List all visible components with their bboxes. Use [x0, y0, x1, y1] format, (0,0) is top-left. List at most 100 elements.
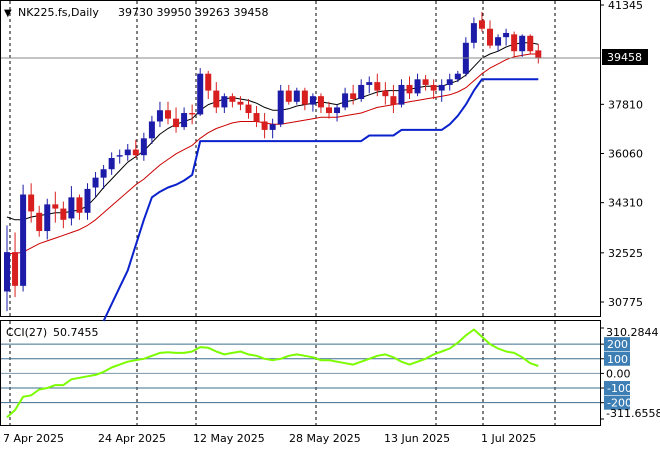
- cci-scale-label: 0.00: [606, 367, 631, 380]
- candle-body: [334, 107, 341, 114]
- price-tick-label: 30775: [608, 296, 643, 309]
- candle-body: [60, 208, 67, 220]
- price-tick-label: 36060: [608, 148, 643, 161]
- price-axis: 41345 37810 36060 34310 32525 30775: [600, 0, 643, 309]
- cci-line: [6, 328, 539, 419]
- candle-body: [84, 188, 91, 213]
- candle-body: [366, 82, 373, 85]
- candle-body: [277, 90, 284, 125]
- cci-level-label: 200: [607, 338, 628, 351]
- cci-scale-label: 310.2844: [606, 326, 659, 339]
- candle-body: [358, 84, 365, 99]
- candle-body: [132, 149, 139, 156]
- candle-body: [470, 23, 477, 43]
- time-tick-label: 12 May 2025: [193, 432, 265, 445]
- time-tick-label: 28 May 2025: [289, 432, 361, 445]
- candle-body: [487, 28, 493, 46]
- candle-body: [253, 113, 260, 122]
- candle-body: [100, 169, 107, 178]
- time-axis: 7 Apr 2025 24 Apr 2025 12 May 2025 28 May 2…: [3, 432, 536, 445]
- cci-level-label: 100: [607, 353, 628, 366]
- candle-body: [124, 149, 131, 156]
- candle-body: [12, 252, 19, 286]
- header-arrow: ▼: [4, 8, 12, 19]
- candle-body: [527, 35, 534, 52]
- candle-body: [511, 34, 518, 52]
- candle-body: [165, 110, 171, 119]
- candle-body: [430, 84, 437, 91]
- time-tick-label: 13 Jun 2025: [384, 432, 450, 445]
- candle-body: [148, 121, 155, 139]
- candle-body: [519, 35, 526, 52]
- candle-body: [44, 204, 51, 232]
- cci-label: CCI(27): [6, 326, 47, 339]
- candle-body: [350, 93, 357, 99]
- candle-body: [116, 155, 123, 157]
- candle-body: [181, 113, 188, 128]
- candle-body: [398, 84, 405, 105]
- candle-body: [317, 96, 324, 108]
- time-tick-label: 1 Jul 2025: [481, 432, 536, 445]
- candle-body: [326, 107, 332, 114]
- candle-body: [20, 194, 27, 286]
- candle-body: [446, 79, 453, 85]
- candle-body: [28, 194, 35, 212]
- candle-body: [535, 50, 542, 59]
- plot-area: [1, 11, 600, 419]
- candle-body: [52, 204, 59, 209]
- last-price-tag: 39458: [602, 49, 648, 65]
- cci-scale-label: -311.6558: [606, 407, 660, 420]
- cci-level-badge: [604, 351, 630, 366]
- candle-body: [213, 90, 220, 108]
- candle-body: [92, 177, 99, 188]
- price-panel: [0, 0, 601, 317]
- candle-body: [229, 96, 236, 102]
- candle-body: [454, 73, 461, 80]
- candle-body: [390, 96, 397, 105]
- candle-body: [245, 104, 252, 114]
- candle-body: [237, 101, 244, 105]
- candle-body: [205, 73, 212, 91]
- candle-body: [422, 79, 429, 85]
- price-tick-label: 37810: [608, 98, 643, 111]
- time-tick-label: 24 Apr 2025: [98, 432, 166, 445]
- candle-body: [261, 121, 268, 130]
- candle-body: [76, 197, 83, 213]
- candle-body: [503, 32, 510, 38]
- price-tick-label: 34310: [608, 197, 643, 210]
- stop-line: [102, 78, 539, 322]
- candle-body: [342, 93, 349, 108]
- candle-body: [68, 197, 75, 219]
- candle-body: [221, 96, 228, 108]
- candle-body: [478, 20, 485, 29]
- candle-body: [406, 84, 413, 94]
- candle-body: [382, 90, 389, 97]
- candle-body: [374, 82, 381, 91]
- candle-body: [293, 90, 300, 102]
- cci-level-badge: [604, 337, 630, 352]
- candle-body: [495, 37, 502, 46]
- candle-body: [140, 138, 147, 156]
- candle-body: [414, 79, 421, 94]
- candle-body: [189, 113, 196, 115]
- candle-body: [301, 90, 308, 105]
- chart-symbol: NK225.fs,Daily: [18, 6, 99, 19]
- chart-ohlc: 39730 39950 39263 39458: [118, 6, 268, 19]
- candle-body: [309, 96, 316, 105]
- price-tick-label: 32525: [608, 247, 643, 260]
- candle-body: [108, 157, 115, 170]
- cci-level-badge: [604, 395, 630, 410]
- candle-body: [269, 124, 276, 130]
- candle-body: [36, 212, 43, 232]
- candle-body: [285, 90, 292, 102]
- price-tick-label: 41345: [608, 0, 643, 12]
- candle-body: [4, 252, 10, 292]
- cci-value: 50.7455: [53, 326, 99, 339]
- time-tick-label: 7 Apr 2025: [3, 432, 64, 445]
- candle-body: [156, 110, 163, 122]
- cci-level-label: -100: [607, 382, 632, 395]
- candle-body: [197, 73, 204, 115]
- cci-level-badge: [604, 381, 630, 396]
